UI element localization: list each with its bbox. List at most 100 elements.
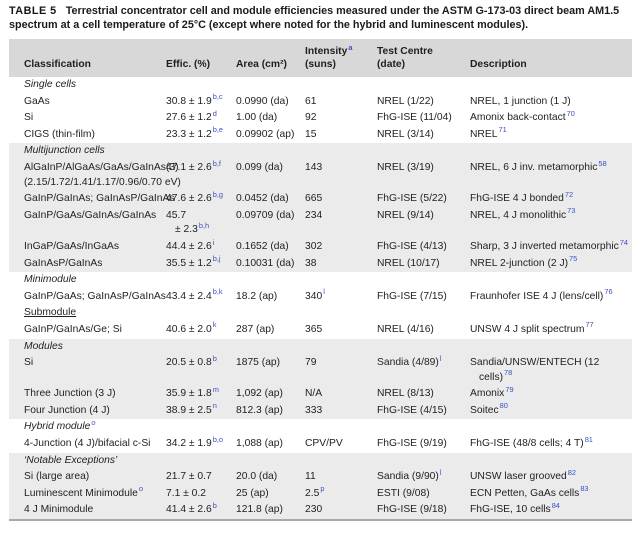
citation-sup[interactable]: n bbox=[212, 401, 217, 411]
cell-line: Classification bbox=[24, 59, 161, 72]
citation-sup[interactable]: 80 bbox=[499, 401, 508, 411]
section-title: Multijunction cells bbox=[9, 143, 632, 160]
citation-sup[interactable]: k bbox=[212, 320, 217, 330]
cell-line: NREL, 6 J inv. metamorphic58 bbox=[470, 158, 621, 176]
column-header-test-centre: Test Centre (date) bbox=[377, 46, 470, 72]
citation-sup[interactable]: p bbox=[320, 484, 325, 494]
cell-text: FhG-ISE (9/19) bbox=[377, 438, 447, 450]
cell-line: 4-Junction (4 J)/bifacial c-Si bbox=[24, 437, 161, 452]
cell-text: InGaP/GaAs/InGaAs bbox=[24, 240, 120, 252]
citation-sup[interactable]: d bbox=[212, 108, 217, 118]
cell-text: ± 2.3 bbox=[175, 224, 198, 236]
citation-sup[interactable]: 82 bbox=[567, 467, 576, 477]
cell-text: 2.5 bbox=[305, 487, 320, 499]
citation-sup[interactable]: b bbox=[212, 353, 217, 363]
cell-description: Fraunhofer ISE 4 J (lens/cell)76 bbox=[470, 287, 626, 305]
cell-line: 1,088 (ap) bbox=[236, 437, 300, 452]
citation-sup[interactable]: o bbox=[138, 484, 144, 494]
citation-sup[interactable]: 74 bbox=[619, 237, 629, 247]
table-row: AlGaInP/AlGaAs/GaAs/GaInAs(3) (2.15/1.72/… bbox=[9, 158, 632, 191]
cell-description: NREL71 bbox=[470, 125, 626, 143]
citation-sup[interactable]: b,f bbox=[212, 158, 221, 168]
cell-text: 25 (ap) bbox=[236, 487, 269, 499]
citation-sup[interactable]: 73 bbox=[567, 206, 576, 216]
footnote-sup[interactable]: o bbox=[91, 418, 96, 428]
cell-line: NREL (3/19) bbox=[377, 161, 465, 176]
citation-sup[interactable]: 70 bbox=[566, 108, 575, 118]
cell-text: 0.10031 (da) bbox=[236, 257, 295, 269]
table-row: GaInP/GaInAs; GaInAsP/GaInAs 47.6 ± 2.6b,… bbox=[9, 191, 632, 208]
citation-sup[interactable]: 76 bbox=[604, 287, 613, 297]
cell-line: 340l bbox=[305, 287, 372, 305]
citation-sup[interactable]: i bbox=[212, 237, 215, 247]
citation-sup[interactable]: m bbox=[212, 384, 219, 394]
cell-text: GaInP/GaInAs; GaInAsP/GaInAs bbox=[24, 193, 175, 205]
cell-efficiency: 43.4 ± 2.4b,k bbox=[166, 287, 236, 305]
cell-area: 812.3 (ap) bbox=[236, 404, 305, 419]
cell-efficiency: 7.1 ± 0.2 bbox=[166, 487, 236, 502]
cell-line: 812.3 (ap) bbox=[236, 404, 300, 419]
citation-sup[interactable]: b,h bbox=[198, 220, 210, 230]
cell-description: UNSW laser grooved82 bbox=[470, 467, 626, 485]
cell-text: Amonix bbox=[470, 388, 505, 400]
cell-classification: GaInP/GaInAs; GaInAsP/GaInAs bbox=[24, 192, 175, 207]
cell-classification: GaInP/GaAs; GaInAsP/GaInAs bbox=[24, 290, 166, 305]
cell-line: AlGaInP/AlGaAs/GaAs/GaInAs(3) bbox=[24, 161, 179, 176]
citation-sup[interactable]: b bbox=[212, 501, 217, 511]
cell-text: 0.0452 (da) bbox=[236, 193, 289, 205]
cell-line: Intensitya bbox=[305, 42, 372, 59]
citation-sup[interactable]: l bbox=[439, 353, 442, 363]
cell-area: 1875 (ap) bbox=[236, 356, 305, 385]
citation-sup[interactable]: 84 bbox=[551, 501, 560, 511]
citation-sup[interactable]: 71 bbox=[498, 125, 507, 135]
cell-efficiency: 41.4 ± 2.6b bbox=[166, 501, 236, 518]
citation-sup[interactable]: b,k bbox=[212, 287, 223, 297]
cell-area: 20.0 (da) bbox=[236, 470, 305, 485]
citation-sup[interactable]: 83 bbox=[580, 484, 589, 494]
cell-text: Intensity bbox=[305, 46, 348, 58]
cell-line: NREL, 1 junction (1 J) bbox=[470, 95, 621, 110]
table-section: Modules Si 20.5 ± 0.8b 1875 (ap) 79 Sandia (4… bbox=[9, 338, 632, 420]
cell-text: 287 (ap) bbox=[236, 323, 275, 335]
citation-sup[interactable]: l bbox=[323, 287, 325, 297]
citation-sup[interactable]: 77 bbox=[585, 320, 594, 330]
cell-line: Si (large area) bbox=[24, 470, 161, 485]
cell-line: CIGS (thin-film) bbox=[24, 128, 161, 143]
cell-text: N/A bbox=[305, 388, 323, 400]
cell-line: FhG-ISE, 10 cells84 bbox=[470, 501, 621, 518]
citation-sup[interactable]: b,o bbox=[212, 434, 224, 444]
cell-line: 143 bbox=[305, 161, 372, 176]
cell-text: 333 bbox=[305, 404, 323, 416]
citation-sup[interactable]: 79 bbox=[505, 384, 514, 394]
cell-efficiency: 35.9 ± 1.8m bbox=[166, 384, 236, 402]
cell-test-centre: FhG-ISE (5/22) bbox=[377, 192, 470, 207]
cell-text: Description bbox=[470, 59, 527, 71]
cell-test-centre: FhG-ISE (7/15) bbox=[377, 290, 470, 305]
section-title: Hybrid moduleo bbox=[9, 419, 632, 436]
cell-description: NREL, 4 J monolithic73 bbox=[470, 206, 626, 238]
cell-classification: GaInP/GaAs/GaInAs/GaInAs bbox=[24, 209, 166, 238]
citation-sup[interactable]: l bbox=[439, 467, 442, 477]
cell-text: FhG-ISE (9/18) bbox=[377, 504, 447, 516]
cell-line: (date) bbox=[377, 59, 465, 72]
citation-sup[interactable]: 78 bbox=[504, 368, 513, 378]
citation-sup[interactable]: 81 bbox=[584, 434, 593, 444]
section-title-text: Single cells bbox=[24, 79, 77, 90]
footnote-sup[interactable]: a bbox=[348, 42, 353, 52]
cell-test-centre: NREL (9/14) bbox=[377, 209, 470, 238]
cell-line: 38.9 ± 2.5n bbox=[166, 401, 231, 419]
cell-text: NREL (9/14) bbox=[377, 209, 434, 221]
citation-sup[interactable]: 58 bbox=[598, 158, 607, 168]
table-row: 4-Junction (4 J)/bifacial c-Si 34.2 ± 1.9… bbox=[9, 434, 632, 453]
cell-classification: AlGaInP/AlGaAs/GaAs/GaInAs(3) (2.15/1.72/… bbox=[24, 161, 181, 190]
cell-text: 365 bbox=[305, 323, 323, 335]
citation-sup[interactable]: 75 bbox=[569, 254, 578, 264]
cell-line: 40.6 ± 2.0k bbox=[166, 320, 231, 338]
citation-sup[interactable]: b,e bbox=[212, 125, 224, 135]
citation-sup[interactable]: 72 bbox=[564, 189, 574, 199]
cell-line: NREL, 4 J monolithic73 bbox=[470, 206, 621, 224]
citation-sup[interactable]: b,g bbox=[212, 189, 224, 199]
citation-sup[interactable]: b,j bbox=[212, 254, 221, 264]
citation-sup[interactable]: b,c bbox=[212, 92, 223, 102]
table-row: Luminescent Minimoduleo 7.1 ± 0.2 25 (ap) 2… bbox=[9, 484, 632, 503]
